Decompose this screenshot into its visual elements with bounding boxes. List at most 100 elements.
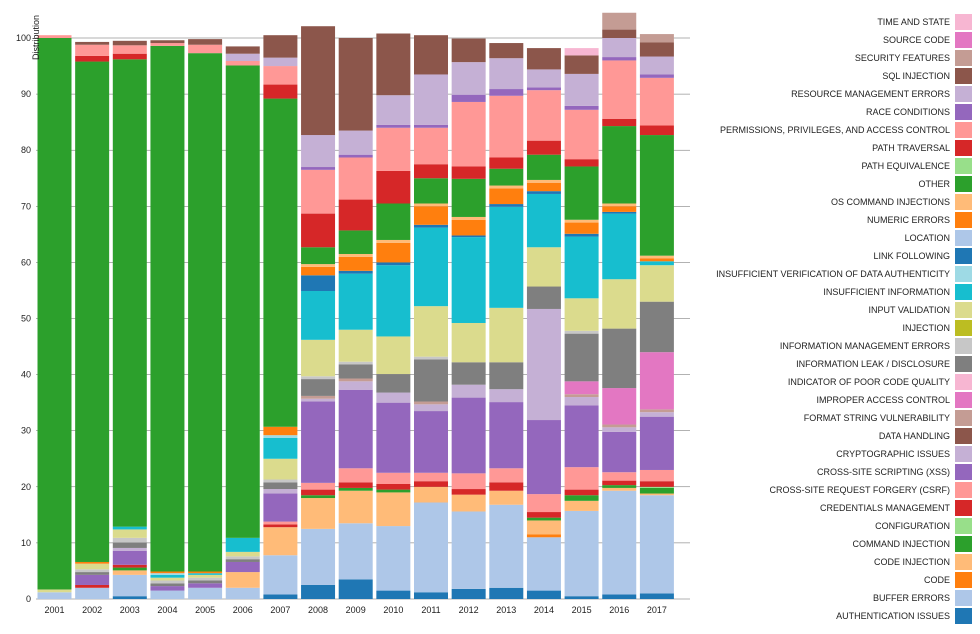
bar-segment	[75, 584, 110, 588]
legend-item: CODE	[924, 572, 972, 588]
legend-swatch	[955, 374, 972, 390]
bar-segment	[338, 253, 373, 257]
legend-item: TIME AND STATE	[877, 14, 972, 30]
bar-segment	[602, 487, 637, 491]
bar-segment	[526, 512, 561, 518]
bar-segment	[639, 34, 674, 43]
x-tick-label: 2009	[346, 605, 366, 615]
bar-segment	[602, 118, 637, 127]
legend-label: INSUFFICIENT INFORMATION	[823, 287, 950, 297]
legend-label: PERMISSIONS, PRIVILEGES, AND ACCESS CONT…	[720, 125, 950, 135]
legend-swatch	[955, 266, 972, 282]
legend-item: RACE CONDITIONS	[866, 104, 972, 120]
bar-segment	[376, 95, 411, 125]
bar-segment	[338, 482, 373, 488]
bar-segment	[564, 219, 599, 223]
legend-item: SQL INJECTION	[882, 68, 972, 84]
bar-segment	[301, 169, 336, 214]
legend-label: CROSS-SITE REQUEST FORGERY (CSRF)	[769, 485, 950, 495]
legend-item: CREDENTIALS MANAGEMENT	[820, 500, 972, 516]
legend-label: OTHER	[919, 179, 951, 189]
legend-swatch	[955, 356, 972, 372]
bar-segment	[526, 420, 561, 495]
bar-segment	[526, 191, 561, 194]
bar-segment	[112, 550, 147, 565]
bar-segment	[414, 502, 448, 593]
legend-item: RESOURCE MANAGEMENT ERRORS	[791, 86, 972, 102]
bar-segment	[150, 574, 185, 578]
legend-label: TIME AND STATE	[877, 17, 950, 27]
bar-segment	[112, 542, 147, 548]
bar-segment	[602, 431, 637, 473]
bar-segment	[301, 266, 336, 276]
bar-segment	[451, 322, 486, 363]
legend-swatch	[955, 464, 972, 480]
bar-segment	[37, 35, 72, 38]
legend-swatch	[955, 176, 972, 192]
bar-segment	[414, 359, 448, 402]
bar-segment	[338, 523, 373, 580]
legend-swatch	[955, 554, 972, 570]
legend-label: CRYPTOGRAPHIC ISSUES	[836, 449, 950, 459]
bar-segment	[564, 405, 599, 468]
bar-segment	[602, 485, 637, 488]
bar-segment	[37, 592, 72, 599]
x-tick-label: 2007	[270, 605, 290, 615]
legend-label: INPUT VALIDATION	[868, 305, 950, 315]
bar-segment	[338, 361, 373, 365]
x-tick-label: 2001	[44, 605, 64, 615]
legend-item: CONFIGURATION	[875, 518, 972, 534]
legend-swatch	[955, 302, 972, 318]
bar-segment	[564, 330, 599, 334]
bar-segment	[112, 570, 147, 575]
bar-segment	[564, 298, 599, 331]
bar-segment	[376, 526, 411, 591]
bar-segment	[376, 402, 411, 473]
legend-label: SECURITY FEATURES	[855, 53, 950, 63]
bar-segment	[301, 489, 336, 496]
bar-segment	[602, 213, 637, 280]
bar-segment	[451, 166, 486, 179]
legend-item: CRYPTOGRAPHIC ISSUES	[836, 446, 972, 462]
legend-swatch	[955, 572, 972, 588]
bar-segment	[263, 35, 298, 58]
bar-segment	[602, 12, 637, 30]
bar-segment	[639, 301, 674, 353]
bar-segment	[564, 48, 599, 56]
legend-swatch	[955, 536, 972, 552]
bar-segment	[37, 589, 72, 593]
bar-segment	[451, 94, 486, 102]
bar-segment	[564, 495, 599, 501]
bar-segment	[564, 397, 599, 406]
bar-segment	[414, 404, 448, 412]
legend-label: INJECTION	[902, 323, 950, 333]
legend-swatch	[955, 518, 972, 534]
bar-segment	[639, 469, 674, 482]
bar-segment	[489, 188, 524, 205]
legend-label: OS COMMAND INJECTIONS	[831, 197, 950, 207]
bar-segment	[414, 203, 448, 207]
bar-segment	[564, 55, 599, 74]
bars	[37, 12, 674, 599]
bar-segment	[526, 247, 561, 287]
bar-segment	[150, 583, 185, 587]
bar-segment	[489, 482, 524, 491]
bar-segment	[602, 427, 637, 432]
bar-segment	[489, 362, 524, 390]
bar-segment	[376, 492, 411, 527]
legend-swatch	[955, 86, 972, 102]
bar-segment	[602, 328, 637, 389]
bar-segment	[301, 379, 336, 396]
bar-segment	[37, 38, 72, 590]
bar-segment	[75, 61, 110, 562]
bar-segment	[188, 574, 223, 578]
y-tick-label: 70	[21, 201, 31, 211]
legend: TIME AND STATE SOURCE CODE SECURITY FEATUR…	[716, 14, 972, 624]
bar-segment	[338, 256, 373, 271]
bar-segment	[301, 395, 336, 399]
legend-swatch	[955, 212, 972, 228]
legend-label: PATH EQUIVALENCE	[861, 161, 950, 171]
bar-segment	[564, 109, 599, 160]
legend-swatch	[955, 482, 972, 498]
x-tick-label: 2003	[120, 605, 140, 615]
